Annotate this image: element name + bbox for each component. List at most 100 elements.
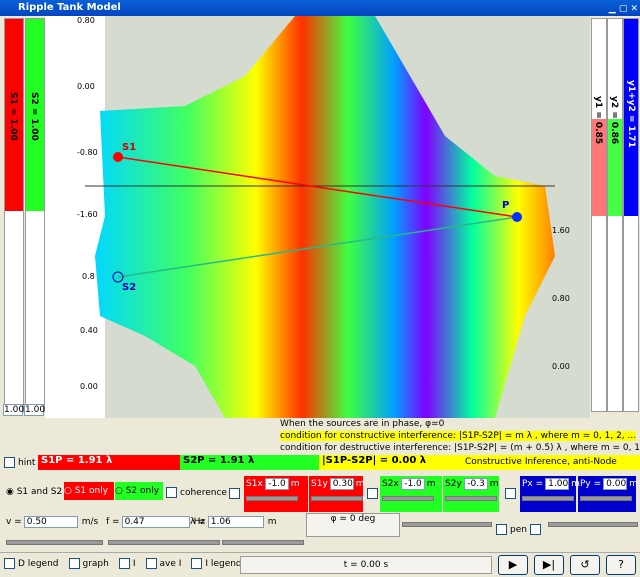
axis-label: 0.00: [80, 382, 98, 391]
value[interactable]: -1.0: [264, 478, 289, 490]
check[interactable]: ave I: [145, 558, 182, 569]
point-label: S2: [122, 282, 137, 293]
slider[interactable]: [402, 522, 492, 527]
slider[interactable]: [311, 496, 363, 501]
label: f =: [106, 517, 120, 527]
slider-label: y1+y2 = 1.71: [626, 80, 636, 148]
value[interactable]: 0.30: [329, 478, 354, 490]
label: S2 only: [125, 486, 160, 496]
s2p-value: S2P = 1.91 λ: [180, 455, 319, 470]
checkbox[interactable]: [191, 558, 203, 569]
value[interactable]: 1.06: [207, 516, 264, 528]
label: I: [132, 559, 136, 569]
check[interactable]: I: [118, 558, 136, 569]
label: λ =: [190, 517, 206, 527]
label: hint: [18, 458, 36, 468]
source-s2[interactable]: [112, 271, 124, 283]
phase-slider[interactable]: φ = 0 deg: [306, 513, 400, 537]
checkbox[interactable]: [118, 558, 130, 569]
checkbox[interactable]: [505, 488, 516, 499]
help-button[interactable]: ?: [606, 555, 636, 575]
value[interactable]: 1.00: [545, 478, 570, 490]
value[interactable]: 0.47: [121, 516, 190, 528]
slider[interactable]: [4, 18, 24, 412]
radio-s1[interactable]: ○ S1 only: [64, 482, 114, 500]
value[interactable]: -1.0: [400, 478, 425, 490]
slider[interactable]: [246, 496, 298, 501]
check[interactable]: I legend: [191, 558, 242, 569]
slider-label: S2 = 1.00: [29, 92, 39, 141]
coord-field[interactable]: S2y -0.3 m: [445, 478, 499, 490]
axis-label: 0.00: [77, 82, 95, 91]
slider[interactable]: [25, 18, 45, 412]
slider[interactable]: [6, 540, 103, 545]
label: ave I: [159, 559, 182, 569]
slider[interactable]: [222, 540, 304, 545]
slider[interactable]: [522, 496, 574, 501]
param-field[interactable]: λ = 1.06 m: [190, 516, 277, 528]
value[interactable]: 0.50: [23, 516, 78, 528]
point-p[interactable]: [512, 212, 522, 222]
coherence-check[interactable]: coherence: [166, 487, 227, 498]
slider[interactable]: [607, 18, 623, 412]
result: Constructive Inference, anti-Node: [462, 455, 640, 470]
slider[interactable]: [445, 496, 497, 501]
hint-check[interactable]: hint: [4, 457, 35, 468]
checkbox[interactable]: [229, 488, 240, 499]
info-constructive: condition for constructive interference:…: [280, 431, 637, 441]
slider[interactable]: [580, 496, 632, 501]
axis-label: 0.80: [552, 294, 570, 303]
checkbox[interactable]: [4, 558, 15, 569]
coord-field[interactable]: Py = 0.00 m: [580, 478, 638, 490]
reset-button[interactable]: ↺: [570, 555, 600, 575]
unit: Hz: [193, 517, 206, 527]
diff-value: |S1P-S2P| = 0.00 λ: [319, 455, 462, 470]
slider[interactable]: [623, 18, 639, 412]
radio-both[interactable]: ◉ S1 and S2: [6, 487, 63, 497]
pen-check[interactable]: pen: [496, 524, 544, 535]
step-button[interactable]: ▶|: [534, 555, 564, 575]
checkbox[interactable]: [367, 488, 378, 499]
unit: m: [629, 479, 638, 489]
slider[interactable]: [591, 18, 607, 412]
slider[interactable]: [382, 496, 434, 501]
axis-label: 0.00: [552, 362, 570, 371]
label: pen: [510, 525, 527, 535]
check[interactable]: graph: [68, 558, 109, 569]
param-field[interactable]: v = 0.50 m/s: [6, 516, 98, 528]
radio-s2[interactable]: ○ S2 only: [115, 482, 163, 500]
slider-value: 1.00: [24, 404, 46, 416]
play-button[interactable]: ▶: [498, 555, 528, 575]
label: S2x: [382, 479, 399, 489]
coord-field[interactable]: Px = 1.00 m: [522, 478, 580, 490]
title-bar: Ripple Tank Model ▁ ▢ ✕: [0, 0, 640, 16]
unit: m: [355, 479, 365, 489]
coord-field[interactable]: S1x -1.0 m: [246, 478, 300, 490]
value[interactable]: 0.00: [603, 478, 628, 490]
param-field[interactable]: f = 0.47 Hz: [106, 516, 205, 528]
window-buttons[interactable]: ▁ ▢ ✕: [608, 4, 638, 14]
label: Py =: [580, 479, 602, 489]
coord-field[interactable]: S2x -1.0 m: [382, 478, 436, 490]
check[interactable]: D legend: [4, 558, 59, 569]
slider[interactable]: [548, 522, 638, 527]
coord-field[interactable]: S1y 0.30 m: [311, 478, 365, 490]
unit: m: [571, 479, 580, 489]
checkbox[interactable]: [68, 558, 80, 569]
separator: [0, 552, 640, 553]
label: S1 and S2: [16, 487, 63, 497]
unit: m: [489, 479, 499, 489]
checkbox[interactable]: [145, 558, 157, 569]
axis-label: 0.80: [77, 16, 95, 25]
info-destructive: condition for destructive interference: …: [280, 443, 640, 453]
source-s1[interactable]: [113, 152, 123, 162]
s1p-value: S1P = 1.91 λ: [38, 455, 181, 470]
value[interactable]: -0.3: [463, 478, 488, 490]
point-label: P: [502, 200, 510, 211]
slider-label: y2 = 0.86: [609, 96, 619, 145]
label: S1x: [246, 479, 263, 489]
unit: m/s: [81, 517, 99, 527]
axis-label: 1.60: [552, 226, 570, 235]
slider[interactable]: [108, 540, 220, 545]
